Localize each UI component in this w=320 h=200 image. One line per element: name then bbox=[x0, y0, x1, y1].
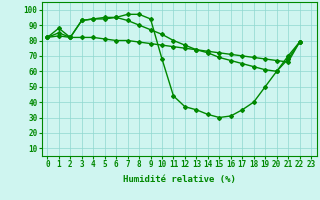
X-axis label: Humidité relative (%): Humidité relative (%) bbox=[123, 175, 236, 184]
